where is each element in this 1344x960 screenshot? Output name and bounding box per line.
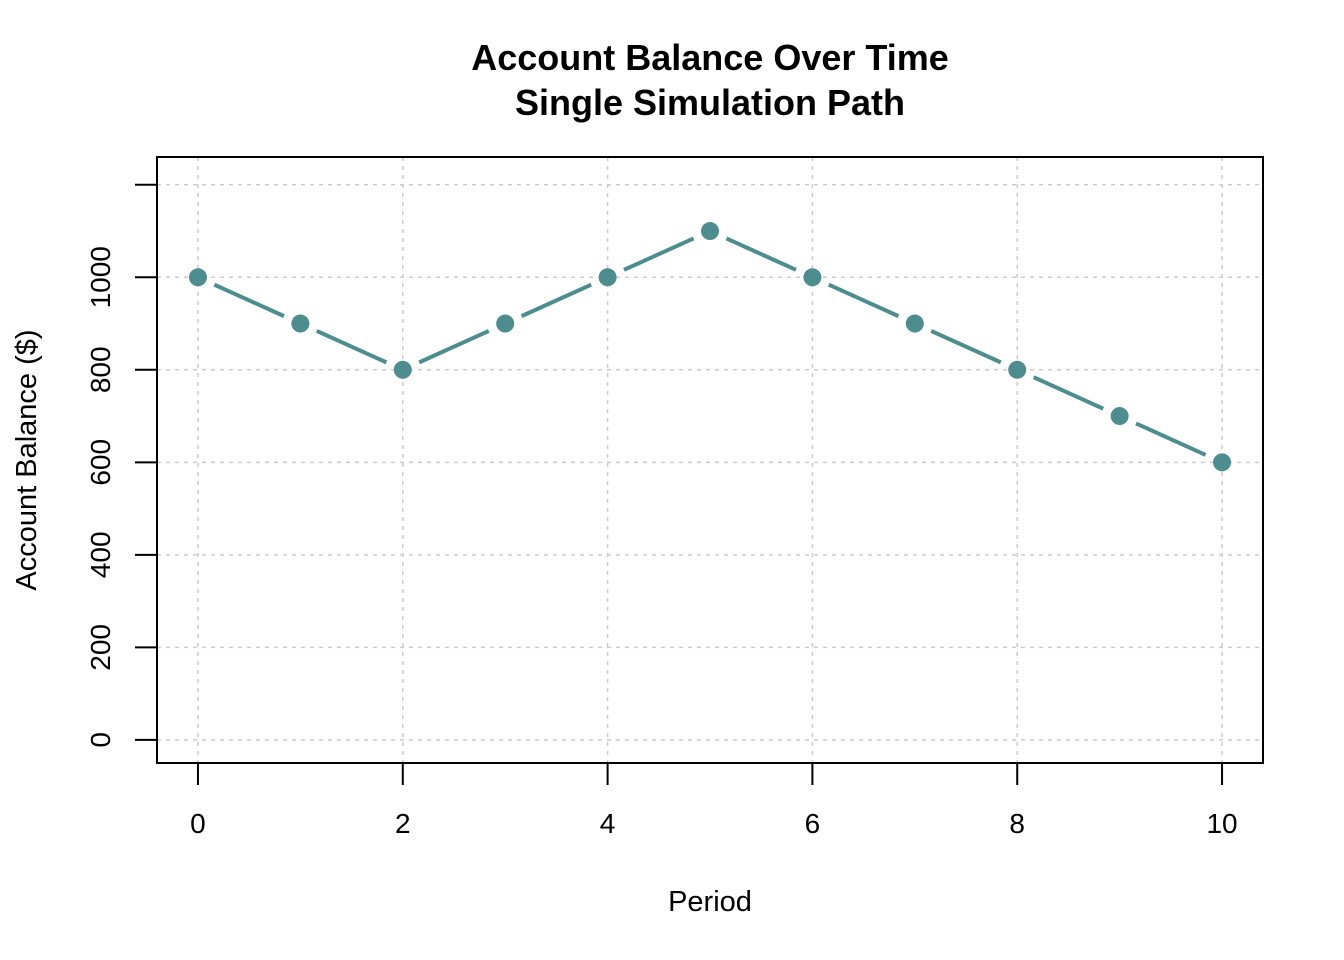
series-line-segment (930, 329, 1002, 365)
series-line-segment (213, 282, 285, 318)
data-point (496, 314, 515, 333)
series-line-segment (827, 282, 900, 318)
y-tick-label: 600 (85, 439, 116, 486)
series-line-segment (315, 329, 388, 365)
data-point (598, 268, 617, 287)
y-tick-label: 0 (85, 732, 116, 748)
series-line-segment (1032, 375, 1105, 411)
plot-frame (156, 156, 1264, 764)
y-tick-label: 1000 (85, 246, 116, 308)
x-tick-label: 10 (1206, 808, 1237, 839)
series-line-segment (418, 329, 490, 365)
data-point (1110, 407, 1129, 426)
x-tick-label: 2 (395, 808, 411, 839)
data-point (393, 360, 412, 379)
grid-lines (157, 157, 1263, 763)
data-point (1008, 360, 1027, 379)
chart-title: Account Balance Over Time (471, 37, 949, 78)
y-axis-label: Account Balance ($) (11, 329, 43, 590)
series-line-segment (725, 236, 797, 272)
chart-subtitle: Single Simulation Path (515, 82, 905, 123)
series-line-segment (1135, 421, 1207, 457)
x-axis-label: Period (668, 886, 752, 918)
data-series (188, 222, 1232, 472)
y-axis: 0 200 400 600 800 1000 (85, 183, 157, 748)
data-point (291, 314, 310, 333)
x-tick-label: 0 (190, 808, 206, 839)
y-tick-label: 800 (85, 346, 116, 393)
series-line-segment (623, 236, 695, 272)
x-tick-label: 8 (1009, 808, 1025, 839)
data-point (701, 222, 719, 241)
data-point (905, 314, 924, 333)
x-axis: 0 2 4 6 8 10 (190, 763, 1238, 839)
x-tick-label: 6 (805, 808, 821, 839)
y-tick-label: 400 (85, 531, 116, 578)
data-point (803, 268, 822, 287)
data-point (188, 268, 207, 287)
y-tick-label: 200 (85, 624, 116, 671)
data-point (1213, 453, 1232, 472)
x-tick-label: 4 (600, 808, 616, 839)
series-line-segment (520, 282, 593, 318)
